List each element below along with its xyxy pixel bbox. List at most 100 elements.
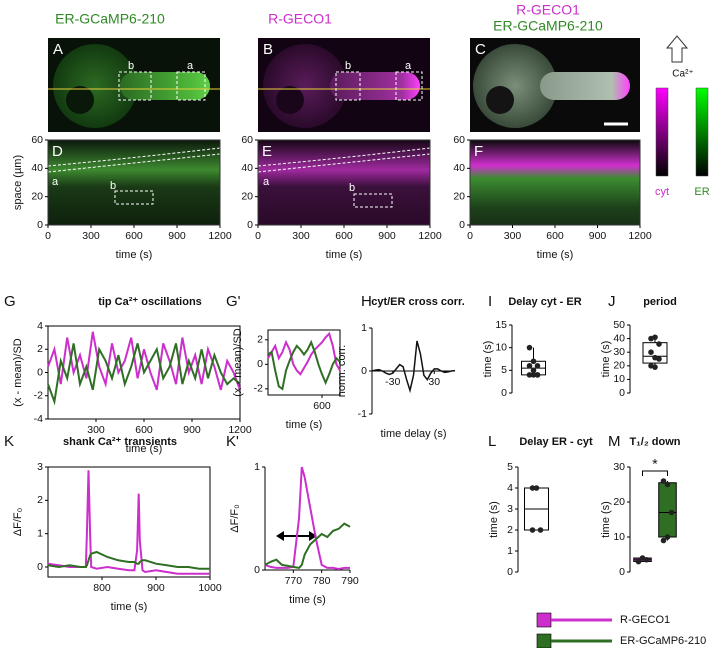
- data-line: [47, 343, 241, 406]
- x-tick-label: 770: [285, 575, 303, 587]
- y-axis-label: time (s): [488, 501, 500, 538]
- legend-label: ER-GCaMP6-210: [620, 635, 706, 647]
- x-tick-label: 600: [125, 230, 143, 242]
- y-tick-label: 0: [37, 219, 43, 231]
- y-tick-label: 10: [613, 531, 625, 543]
- significance-label: *: [652, 456, 658, 472]
- data-line: [47, 470, 210, 575]
- micrograph: [48, 38, 220, 132]
- x-tick-label: 900: [589, 230, 607, 242]
- micrograph: [470, 38, 640, 132]
- x-tick-label: 0: [255, 230, 261, 242]
- region-label: a: [187, 60, 194, 72]
- x-tick-label: 800: [93, 582, 111, 594]
- x-axis-label: time (s): [126, 443, 163, 455]
- y-axis-label: time (s): [482, 341, 494, 378]
- panel-letter: J: [608, 293, 616, 310]
- x-axis-label: time (s): [286, 419, 323, 431]
- x-axis-label: time (s): [111, 601, 148, 613]
- data-point: [526, 363, 533, 369]
- y-tick-label: 3: [37, 461, 43, 473]
- y-axis-label: space (µm): [12, 155, 24, 210]
- y-tick-label: 0: [619, 387, 625, 399]
- y-tick-label: 1: [361, 322, 367, 334]
- y-tick-label: 5: [507, 461, 513, 473]
- panel-title: ER-GCaMP6-210: [55, 11, 165, 27]
- data-point: [652, 334, 658, 341]
- data-line: [47, 550, 210, 570]
- x-tick-label: 790: [341, 575, 359, 587]
- y-tick-label: 40: [453, 162, 465, 174]
- y-tick-label: 1: [254, 461, 260, 473]
- x-tick-label: 300: [87, 424, 105, 436]
- y-tick-label: 3: [507, 503, 513, 515]
- x-tick-label: 1200: [228, 424, 252, 436]
- x-axis-label: time (s): [537, 249, 574, 261]
- data-line: [371, 340, 456, 394]
- panel-letter: K': [226, 433, 239, 450]
- data-line: [267, 339, 341, 391]
- y-tick-label: 0: [257, 358, 263, 370]
- x-tick-label: 600: [546, 230, 564, 242]
- data-point: [530, 372, 537, 378]
- y-tick-label: 1: [37, 527, 43, 539]
- data-point: [537, 527, 544, 533]
- data-point: [664, 481, 671, 488]
- data-point: [635, 558, 642, 565]
- x-tick-label: 300: [292, 230, 310, 242]
- y-axis-label: norm. corr.: [336, 345, 348, 398]
- x-tick-label: 900: [183, 424, 201, 436]
- x-tick-label: 300: [82, 230, 100, 242]
- y-tick-label: 40: [31, 162, 43, 174]
- y-tick-label: 60: [453, 134, 465, 146]
- data-point: [529, 527, 536, 533]
- y-tick-label: 20: [241, 190, 253, 202]
- y-tick-label: 4: [507, 482, 513, 494]
- x-tick-label: 780: [313, 575, 331, 587]
- y-tick-label: 20: [613, 360, 625, 372]
- data-point: [534, 372, 541, 378]
- x-tick-label: 600: [335, 230, 353, 242]
- region-label: b: [349, 182, 355, 194]
- x-axis-label: time (s): [116, 249, 153, 261]
- data-line: [264, 522, 351, 569]
- x-axis-label: time (s): [289, 594, 326, 606]
- y-tick-label: 10: [613, 373, 625, 385]
- y-tick-label: 0: [37, 366, 43, 378]
- legend-swatch: [536, 612, 552, 628]
- color-bar: [695, 87, 709, 177]
- x-tick-label: 300: [504, 230, 522, 242]
- chart-title: cyt/ER cross corr.: [371, 296, 465, 308]
- region-label: b: [345, 60, 351, 72]
- legend-swatch: [536, 633, 552, 648]
- x-tick-label: 1200: [628, 230, 652, 242]
- chart-title: period: [643, 296, 677, 308]
- panel-letter: A: [53, 41, 63, 58]
- color-bar-label: ER: [694, 186, 709, 198]
- y-tick-label: 40: [241, 162, 253, 174]
- data-point: [534, 363, 541, 369]
- y-tick-label: 50: [613, 319, 625, 331]
- panel-letter: G': [226, 293, 241, 310]
- data-point: [656, 356, 662, 362]
- y-axis-label: (x - mean)/SD: [12, 338, 24, 407]
- panel-letter: M: [608, 433, 621, 450]
- panel-letter: B: [263, 41, 273, 58]
- chart-title: shank Ca²⁺ transients: [63, 436, 177, 448]
- x-axis-label: time (s): [326, 249, 363, 261]
- y-axis-label: ΔF/F₀: [12, 508, 24, 536]
- data-point: [656, 341, 662, 347]
- data-point: [526, 344, 533, 351]
- y-tick-label: -2: [254, 383, 263, 395]
- y-axis-label: (x - mean)/SD: [232, 328, 244, 397]
- calcium-arrow: [665, 35, 689, 63]
- data-point: [526, 372, 533, 378]
- data-point: [668, 509, 675, 516]
- data-point: [660, 537, 667, 544]
- panel-letter: C: [475, 41, 486, 58]
- y-axis-label: ΔF/F₀: [229, 504, 241, 532]
- region-label: a: [405, 60, 412, 72]
- region-label: a: [52, 176, 59, 188]
- y-tick-label: 1: [507, 545, 513, 557]
